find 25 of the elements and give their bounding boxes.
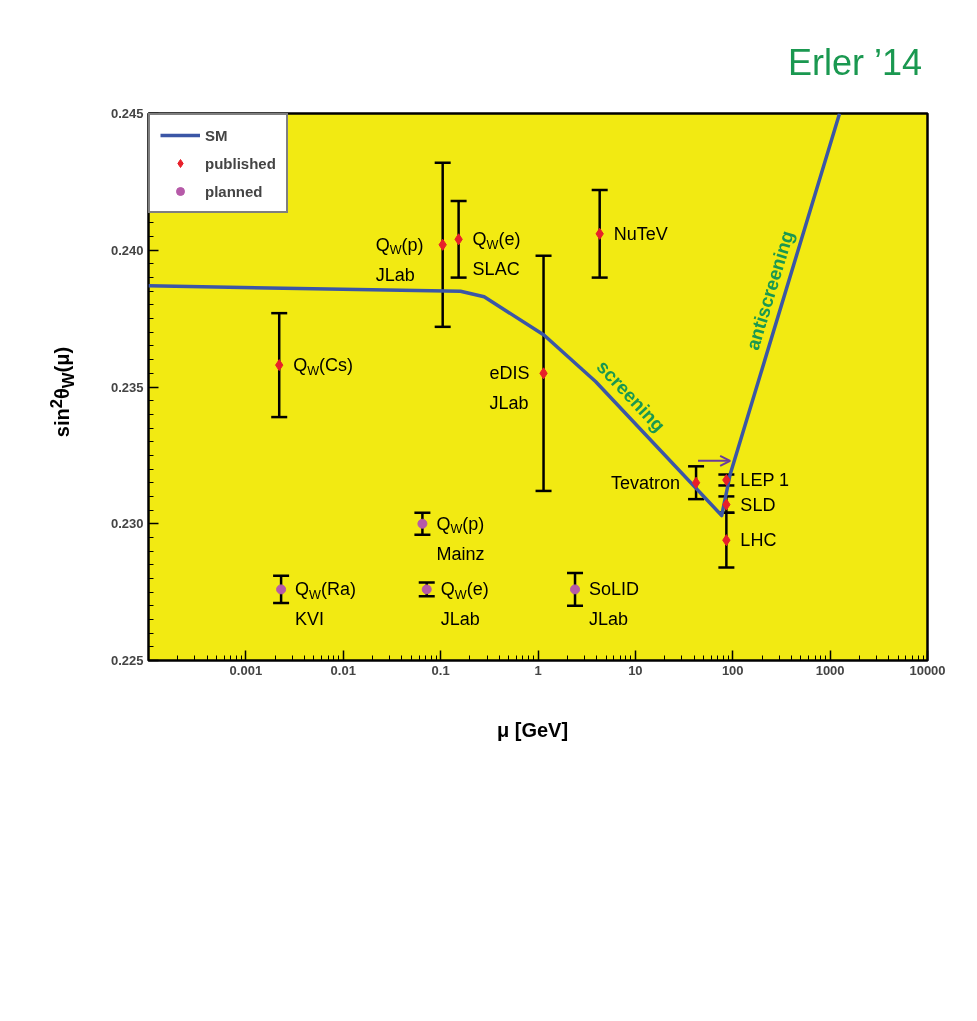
y-tick-label: 0.230 [110,516,144,532]
y-tick-label: 0.240 [110,242,144,258]
legend-label: planned [205,182,263,200]
annotation: LEP 1 [740,469,790,490]
x-tick-label: 10 [628,662,643,678]
legend-label: published [205,154,276,172]
y-tick-label: 0.225 [110,653,144,668]
annotation: SLD [740,494,776,515]
x-tick-label: 0.1 [431,662,450,678]
annotation: SoLID JLab [589,579,640,630]
x-axis-title: μ [GeV] [496,718,569,743]
x-tick-label: 0.01 [330,662,356,678]
legend-label: SM [205,126,228,144]
x-tick-label: 0.001 [229,662,263,678]
x-tick-label: 100 [721,662,744,678]
x-tick-label: 1000 [815,662,845,678]
x-tick-label: 1 [534,662,542,678]
text: Erler ’14 [787,42,922,83]
annotation: eDIS JLab [489,363,530,414]
annotation: LHC [740,530,777,551]
y-tick-label: 0.245 [110,106,144,121]
annotation: Tevatron [611,472,681,493]
y-tick-label: 0.235 [110,379,144,395]
annotation: NuTeV [613,223,668,244]
x-tick-label: 10000 [909,662,946,678]
